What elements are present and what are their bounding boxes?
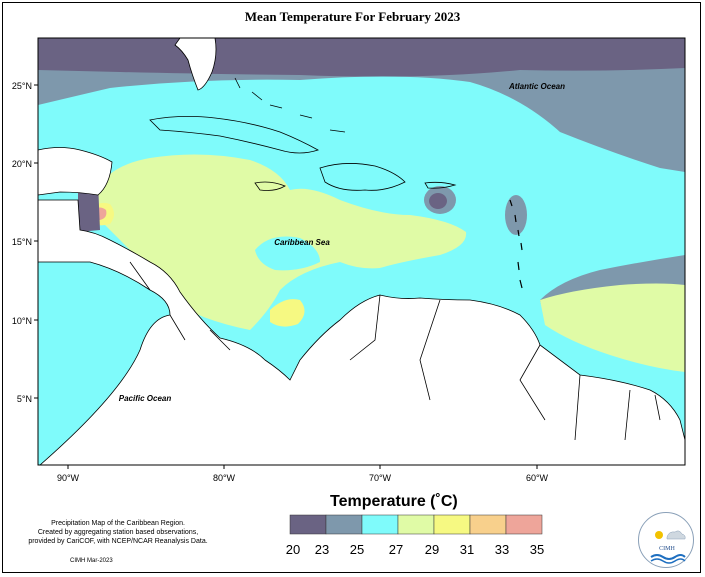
lat-tick-5: 5°N — [17, 394, 32, 404]
atlantic-ocean-label: Atlantic Ocean — [508, 82, 565, 91]
legend-title: Temperature (˚C) — [330, 493, 458, 510]
lat-tick-10: 10°N — [12, 316, 32, 326]
field-20-23-puertorico — [429, 193, 447, 209]
legend-swatch-25-27 — [361, 514, 399, 535]
map-border — [37, 37, 686, 466]
cuba-outline — [149, 116, 319, 154]
florida-land — [174, 38, 217, 91]
south-america-borders — [519, 344, 661, 441]
lon-tick-80: 80°W — [213, 473, 236, 483]
legend-swatch-29-31 — [433, 514, 471, 535]
lat-axis: 25°N 20°N 15°N 10°N 5°N — [12, 81, 38, 404]
legend-swatch-20-23 — [289, 514, 327, 535]
legend-swatch-33-35 — [505, 514, 543, 535]
credit-date: CIMH Mar-2023 — [70, 558, 113, 564]
legend-swatch-27-29 — [397, 514, 435, 535]
credit-line-3: provided by CariCOF, with NCEP/NCAR Rean… — [28, 538, 208, 545]
field-27-29-atlantic — [540, 283, 685, 372]
jamaica-outline — [254, 181, 286, 191]
lat-tick-20: 20°N — [12, 159, 32, 169]
legend-value-33: 33 — [495, 542, 509, 557]
yucatan-land — [38, 147, 113, 196]
pacific-ocean-label: Pacific Ocean — [119, 394, 172, 403]
lesser-antilles-outline — [509, 199, 523, 289]
field-29-31-colombia — [270, 299, 305, 327]
legend-value-31: 31 — [460, 542, 474, 557]
sun-icon — [655, 531, 663, 539]
legend-value-23: 23 — [315, 542, 329, 557]
legend-value-35: 35 — [530, 542, 544, 557]
lon-tick-70: 70°W — [369, 473, 392, 483]
caribbean-sea-label: Caribbean Sea — [274, 238, 330, 247]
bahamas-outline — [234, 77, 346, 133]
credit-line-1: Precipitation Map of the Caribbean Regio… — [51, 520, 185, 527]
credit-text: Precipitation Map of the Caribbean Regio… — [18, 519, 218, 546]
cloud-icon — [666, 530, 686, 540]
hispaniola-outline — [319, 163, 406, 191]
puertorico-outline — [424, 181, 457, 189]
logo-graphic — [650, 530, 686, 564]
field-cyan-pocket — [255, 236, 320, 271]
central-south-america-land — [38, 199, 685, 465]
lat-tick-15: 15°N — [12, 237, 32, 247]
lon-tick-60: 60°W — [526, 473, 549, 483]
map-title: Mean Temperature For February 2023 — [244, 9, 461, 24]
cimh-logo: CIMH — [638, 512, 694, 568]
lat-tick-25: 25°N — [12, 81, 32, 91]
wave-icon-2 — [650, 558, 686, 564]
legend-value-27: 27 — [389, 542, 403, 557]
central-america-borders — [129, 261, 441, 401]
legend-swatch-23-25 — [325, 514, 363, 535]
legend-value-20: 20 — [286, 542, 300, 557]
legend-swatch-31-33 — [469, 514, 507, 535]
credit-line-2: Created by aggregating station based obs… — [37, 529, 199, 536]
legend-value-29: 29 — [425, 542, 439, 557]
lon-axis: 90°W 80°W 70°W 60°W — [57, 465, 549, 483]
lon-tick-90: 90°W — [57, 473, 80, 483]
field-23-25-antilles — [505, 195, 527, 235]
legend-value-25: 25 — [350, 542, 364, 557]
wave-icon — [650, 554, 686, 560]
legend-colorbar: 20 23 25 27 29 31 33 35 — [286, 514, 544, 557]
temperature-field — [38, 38, 685, 465]
logo-text: CIMH — [659, 546, 675, 552]
